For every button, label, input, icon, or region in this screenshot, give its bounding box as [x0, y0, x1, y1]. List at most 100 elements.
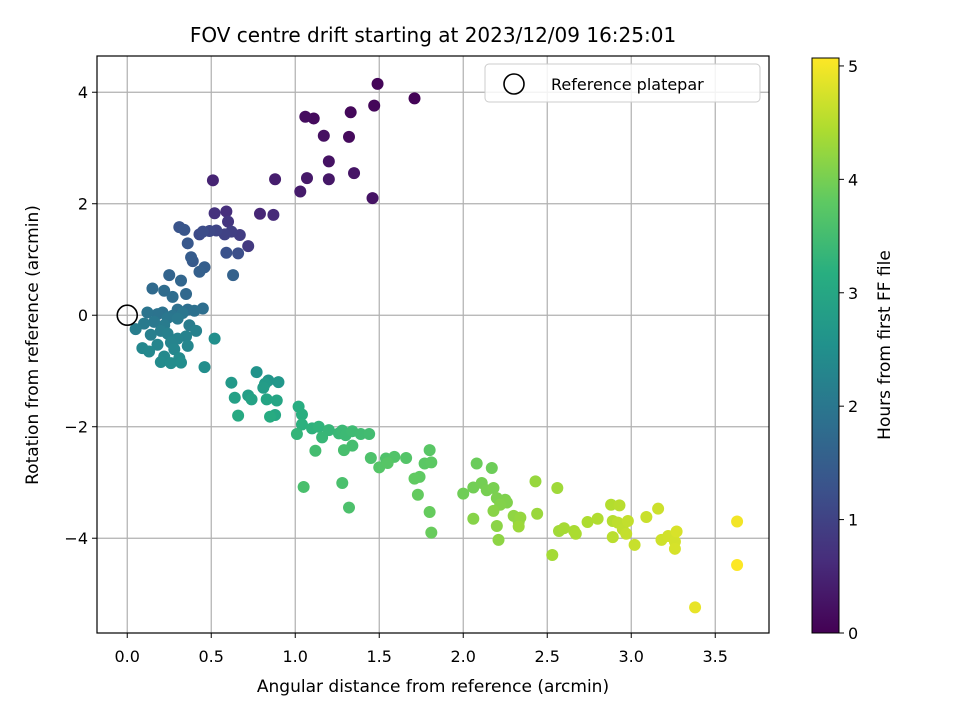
data-point [260, 393, 273, 406]
data-point [408, 472, 421, 485]
data-point [171, 312, 184, 325]
y-tick-label: 0 [78, 306, 88, 325]
data-point [295, 408, 308, 421]
data-point [196, 225, 209, 238]
data-point [267, 208, 280, 221]
colorbar-tick-label: 0 [848, 624, 858, 643]
colorbar-gradient [811, 57, 840, 634]
data-point [295, 418, 308, 431]
data-point [731, 515, 744, 528]
data-point [343, 130, 355, 143]
data-point [408, 92, 421, 105]
data-point [166, 290, 179, 303]
data-point [467, 512, 480, 525]
data-point [188, 304, 201, 317]
data-point [425, 456, 438, 469]
data-point [322, 173, 335, 186]
data-point [368, 99, 381, 112]
data-point [381, 456, 394, 469]
data-point [640, 511, 653, 524]
data-point [181, 237, 194, 250]
data-point [245, 393, 258, 406]
data-point [163, 269, 176, 282]
x-tick-label: 2.5 [535, 647, 560, 666]
data-point [348, 167, 361, 180]
colorbar-tick-label: 1 [848, 511, 858, 530]
data-point [129, 323, 142, 336]
data-point [670, 525, 683, 538]
data-point [206, 174, 219, 187]
data-point [269, 173, 282, 186]
data-point [175, 274, 187, 287]
data-point [158, 284, 171, 297]
colorbar-tick-label: 4 [848, 170, 858, 189]
data-point [569, 527, 582, 540]
data-point [731, 558, 744, 571]
y-tick-label: −2 [64, 418, 88, 437]
data-point [322, 155, 335, 168]
data-point [514, 511, 527, 524]
data-point [264, 410, 277, 423]
data-point [228, 391, 241, 404]
data-point [257, 381, 270, 394]
data-point [181, 339, 194, 352]
data-point [316, 431, 329, 444]
data-point [154, 356, 167, 369]
data-point [144, 328, 157, 341]
data-point [558, 522, 571, 535]
chart-title: FOV centre drift starting at 2023/12/09 … [190, 23, 676, 47]
x-tick-label: 1.0 [283, 647, 308, 666]
x-tick-label: 2.0 [451, 647, 476, 666]
data-point [344, 106, 357, 119]
data-point [546, 548, 559, 561]
data-point [270, 394, 283, 407]
data-point [689, 601, 702, 614]
data-point [193, 265, 206, 278]
data-point [343, 501, 355, 514]
data-point [168, 343, 181, 356]
data-point [668, 542, 681, 555]
data-point [232, 247, 245, 260]
data-point [490, 519, 503, 532]
data-point [143, 345, 156, 358]
data-point [371, 77, 384, 90]
y-tick-label: 2 [78, 195, 88, 214]
data-point [591, 512, 604, 525]
data-point [164, 357, 177, 370]
data-points [129, 77, 744, 614]
data-point [301, 172, 313, 185]
data-point [250, 366, 263, 379]
data-point [425, 526, 438, 539]
data-point [253, 207, 266, 220]
colorbar-label: Hours from first FF file [875, 250, 895, 440]
colorbar: 0 1 2 3 4 5 Hours from first FF file [811, 57, 895, 643]
data-point [175, 356, 187, 369]
x-tick-label: 0.0 [115, 647, 140, 666]
data-point [487, 504, 500, 517]
data-point [208, 332, 221, 345]
legend-entry-reference-platepar: Reference platepar [551, 75, 704, 94]
data-point [141, 306, 154, 319]
data-point [151, 338, 164, 351]
data-point [220, 246, 233, 259]
data-point [337, 444, 350, 457]
data-point [613, 499, 626, 512]
data-point [620, 527, 633, 540]
data-point [470, 457, 483, 470]
y-tick-label: −4 [64, 529, 88, 548]
legend: Reference platepar [484, 63, 761, 103]
data-point [551, 482, 564, 495]
data-point [363, 427, 376, 440]
x-tick-label: 3.5 [703, 647, 728, 666]
data-point [606, 531, 619, 544]
y-axis-ticks: −4 −2 0 2 4 [64, 83, 97, 548]
data-point [180, 288, 193, 301]
data-point [512, 520, 525, 533]
legend-box [484, 63, 761, 103]
data-point [364, 451, 377, 464]
data-point [411, 488, 424, 501]
data-point [227, 269, 240, 282]
data-point [242, 240, 255, 253]
data-point [487, 482, 500, 495]
